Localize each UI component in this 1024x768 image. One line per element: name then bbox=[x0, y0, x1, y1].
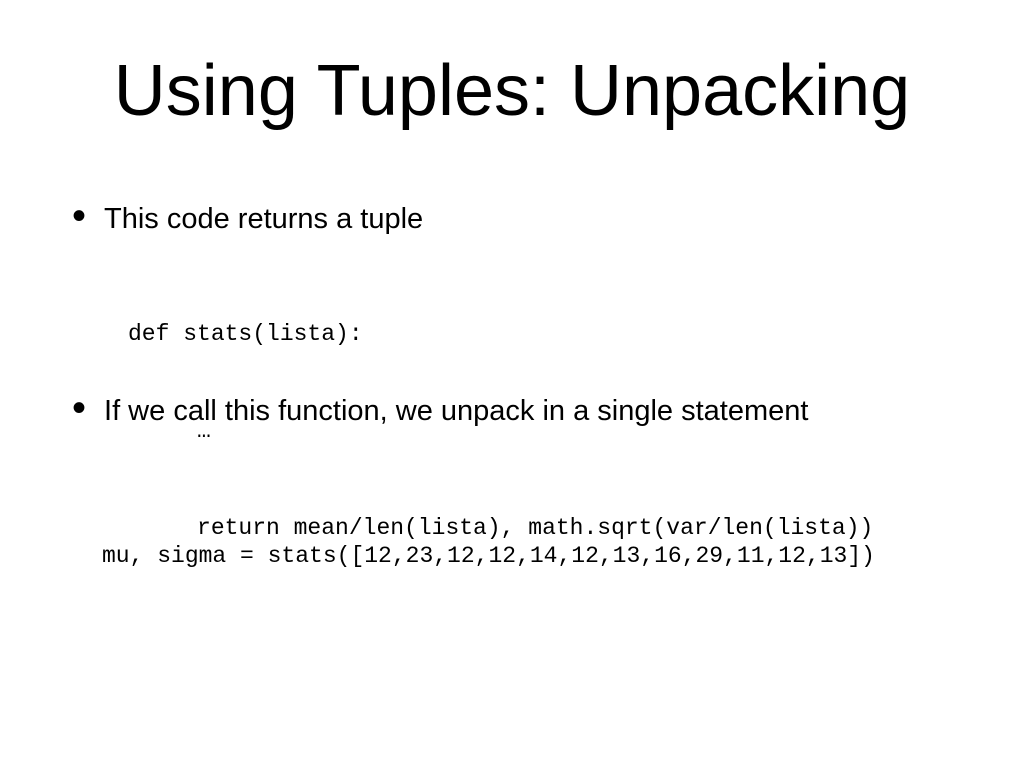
bullet-dot-icon: • bbox=[72, 196, 86, 236]
bullet-dot-icon: • bbox=[72, 388, 86, 428]
code-line: mu, sigma = stats([12,23,12,12,14,12,13,… bbox=[102, 540, 875, 572]
slide-title: Using Tuples: Unpacking bbox=[0, 50, 1024, 132]
code-block-2: mu, sigma = stats([12,23,12,12,14,12,13,… bbox=[102, 476, 875, 637]
code-line: def stats(lista): bbox=[128, 318, 873, 350]
bullet-text: If we call this function, we unpack in a… bbox=[104, 394, 808, 429]
slide: Using Tuples: Unpacking • This code retu… bbox=[0, 0, 1024, 768]
bullet-item: • If we call this function, we unpack in… bbox=[72, 390, 808, 429]
bullet-text: This code returns a tuple bbox=[104, 202, 423, 237]
bullet-item: • This code returns a tuple bbox=[72, 198, 423, 237]
